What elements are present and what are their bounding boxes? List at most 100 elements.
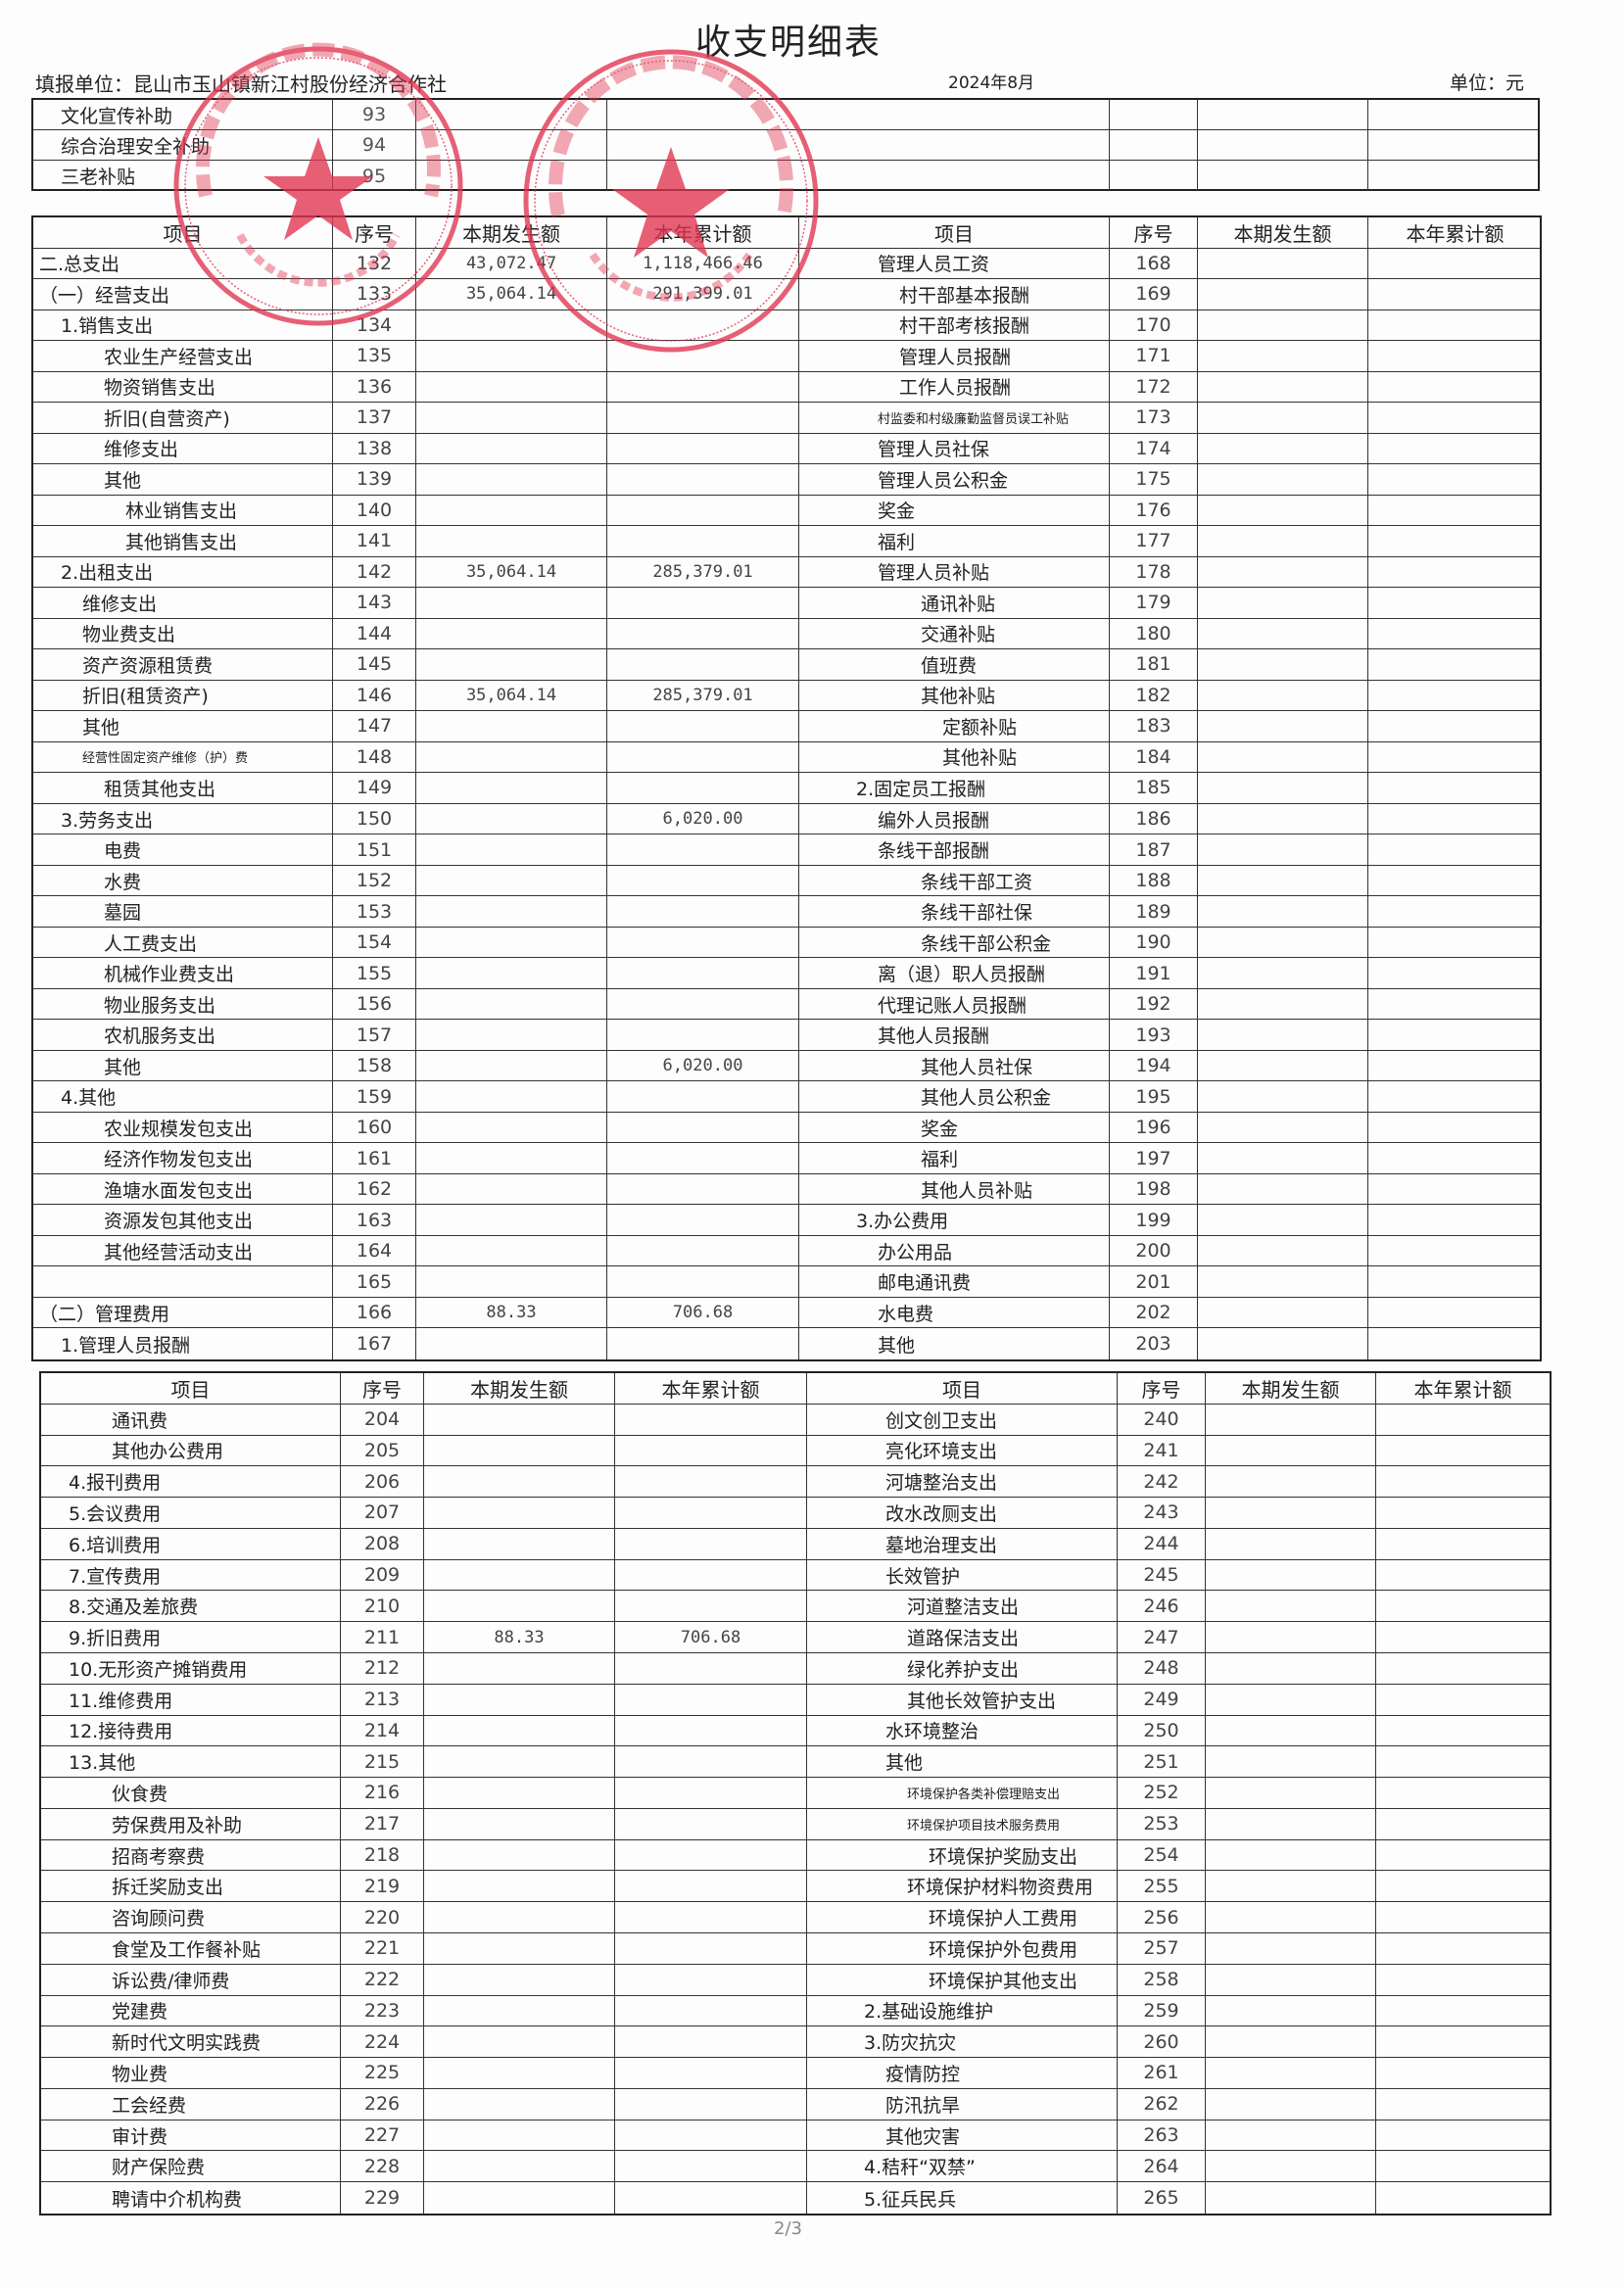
- left-ytd-amount-cell: 706.68: [607, 1297, 799, 1328]
- left-ytd-amount-cell: 291,399.01: [607, 279, 799, 310]
- right-ytd-amount-cell: [1376, 2151, 1550, 2181]
- right-current-amount-cell: [1198, 371, 1368, 403]
- amount-cell: [1198, 161, 1368, 191]
- left-item-cell: [33, 1266, 333, 1297]
- left-current-amount-cell: [424, 2182, 615, 2214]
- left-current-amount-cell: [416, 773, 607, 803]
- right-current-amount-cell: [1198, 1020, 1368, 1050]
- right-ytd-amount-cell: [1368, 557, 1542, 588]
- amount-cell: [1198, 130, 1368, 160]
- table-row: 经济作物发包支出 161 福利 197: [33, 1143, 1540, 1174]
- left-item-cell: 劳保费用及补助: [41, 1808, 341, 1839]
- right-item-cell: 道路保洁支出: [807, 1622, 1118, 1652]
- left-seq-cell: 148: [333, 741, 416, 773]
- right-item-cell: 项目: [799, 217, 1110, 248]
- right-current-amount-cell: [1198, 649, 1368, 680]
- table-row: 165 邮电通讯费 201: [33, 1266, 1540, 1298]
- left-item-cell: 工会经费: [41, 2088, 341, 2120]
- right-seq-cell: 184: [1110, 741, 1198, 773]
- left-item-cell: 其他: [33, 711, 333, 741]
- left-seq-cell: 208: [341, 1528, 424, 1559]
- right-seq-cell: 200: [1110, 1235, 1198, 1266]
- left-current-amount-cell: [416, 310, 607, 341]
- right-seq-cell: 249: [1118, 1684, 1206, 1715]
- right-item-cell: 值班费: [799, 649, 1110, 680]
- left-current-amount-cell: [416, 1173, 607, 1205]
- left-item-cell: 人工费支出: [33, 927, 333, 958]
- left-seq-cell: 209: [341, 1559, 424, 1591]
- table-row: 水费 152 条线干部工资 188: [33, 865, 1542, 897]
- right-seq-cell: 181: [1110, 649, 1198, 680]
- table-row: 其他销售支出 141 福利 177: [33, 526, 1540, 557]
- right-ytd-amount-cell: [1368, 866, 1542, 896]
- right-seq-cell: 199: [1110, 1205, 1198, 1235]
- right-ytd-amount-cell: [1376, 1685, 1550, 1715]
- left-seq-cell: 229: [341, 2182, 424, 2214]
- left-seq-cell: 158: [333, 1050, 416, 1081]
- left-current-amount-cell: [416, 803, 607, 834]
- right-ytd-amount-cell: [1376, 2058, 1550, 2088]
- left-seq-cell: 152: [333, 865, 416, 896]
- right-current-amount-cell: [1198, 618, 1368, 649]
- left-seq-cell: 141: [333, 526, 416, 556]
- table-row: 诉讼费/律师费 222 环境保护其他支出 258: [41, 1964, 1550, 1996]
- left-seq-cell: 序号: [341, 1373, 424, 1404]
- table-row: 其他办公费用 205 亮化环境支出 241: [41, 1435, 1550, 1467]
- table-row: 7.宣传费用 209 长效管护 245: [41, 1559, 1550, 1592]
- left-ytd-amount-cell: [615, 1839, 807, 1871]
- left-item-cell: 招商考察费: [41, 1839, 341, 1871]
- left-ytd-amount-cell: [607, 1173, 799, 1205]
- right-ytd-amount-cell: [1376, 1965, 1550, 1995]
- left-item-cell: 6.培训费用: [41, 1528, 341, 1559]
- table-row: 审计费 227 其他灾害 263: [41, 2120, 1550, 2152]
- right-ytd-amount-cell: [1368, 1205, 1542, 1235]
- left-ytd-amount-cell: [615, 1404, 807, 1435]
- right-item-cell: 水电费: [799, 1297, 1110, 1328]
- table-row: 咨询顾问费 220 环境保护人工费用 256: [41, 1902, 1550, 1933]
- table-row: 5.会议费用 207 改水改厕支出 243: [41, 1498, 1550, 1529]
- left-current-amount-cell: [424, 1528, 615, 1559]
- right-seq-cell: 168: [1110, 248, 1198, 278]
- right-item-cell: 创文创卫支出: [807, 1404, 1118, 1435]
- right-item-cell: 河道整洁支出: [807, 1591, 1118, 1622]
- right-seq-cell: 183: [1110, 711, 1198, 741]
- right-current-amount-cell: [1198, 1050, 1368, 1081]
- left-ytd-amount-cell: [607, 1112, 799, 1143]
- right-item-cell: 其他: [799, 1328, 1110, 1359]
- right-current-amount-cell: [1198, 1266, 1368, 1297]
- right-item-cell: 环境保护材料物资费用: [807, 1871, 1118, 1902]
- left-seq-cell: 219: [341, 1871, 424, 1902]
- left-ytd-amount-cell: [615, 1933, 807, 1964]
- left-item-cell: 通讯费: [41, 1404, 341, 1435]
- table-row: 其他 147 定额补贴 183: [33, 711, 1540, 742]
- right-seq-cell: 176: [1110, 495, 1198, 526]
- left-current-amount-cell: [416, 649, 607, 680]
- left-item-cell: 租赁其他支出: [33, 773, 333, 803]
- item-cell: 文化宣传补助: [33, 100, 333, 129]
- right-seq-cell: 180: [1110, 618, 1198, 649]
- right-current-amount-cell: [1198, 464, 1368, 495]
- left-ytd-amount-cell: [615, 1778, 807, 1808]
- left-ytd-amount-cell: [607, 526, 799, 556]
- left-ytd-amount-cell: [615, 1498, 807, 1528]
- table-row: 9.折旧费用 211 88.33 706.68 道路保洁支出 247: [41, 1622, 1550, 1653]
- right-item-cell: 定额补贴: [799, 711, 1110, 741]
- left-item-cell: 8.交通及差旅费: [41, 1591, 341, 1622]
- left-item-cell: 二.总支出: [33, 248, 333, 278]
- left-current-amount-cell: [424, 2088, 615, 2120]
- right-ytd-amount-cell: [1368, 1266, 1542, 1297]
- right-item-cell: 其他灾害: [807, 2120, 1118, 2151]
- left-seq-cell: 211: [341, 1622, 424, 1652]
- table-row: 物业费支出 144 交通补贴 180: [33, 618, 1540, 650]
- left-item-cell: 5.会议费用: [41, 1498, 341, 1528]
- left-ytd-amount-cell: [607, 1081, 799, 1112]
- left-current-amount-cell: 35,064.14: [416, 556, 607, 588]
- left-current-amount-cell: [424, 1498, 615, 1528]
- left-seq-cell: 147: [333, 711, 416, 741]
- right-current-amount-cell: [1206, 1622, 1376, 1652]
- table-row: 墓园 153 条线干部社保 189: [33, 896, 1540, 928]
- left-item-cell: 机械作业费支出: [33, 958, 333, 988]
- left-ytd-amount-cell: [607, 1143, 799, 1173]
- right-item-cell: 环境保护项目技术服务费用: [807, 1808, 1118, 1839]
- right-item-cell: 条线干部社保: [799, 896, 1110, 927]
